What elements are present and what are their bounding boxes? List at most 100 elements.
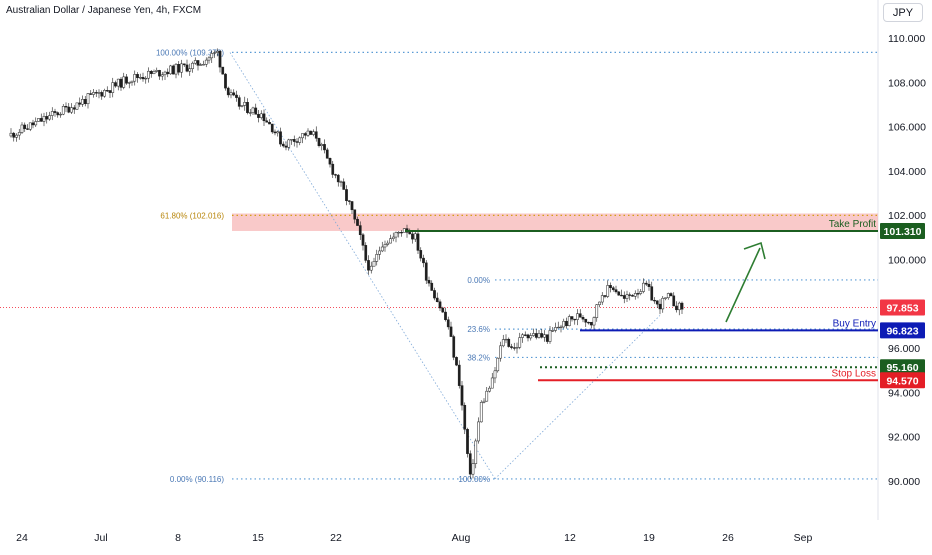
candle-body <box>218 50 222 68</box>
candle-body <box>28 122 32 130</box>
candle-body <box>345 189 348 201</box>
candle-body <box>182 63 186 66</box>
candle-body <box>559 326 563 329</box>
candle-body <box>45 116 49 120</box>
candle-body <box>680 302 684 310</box>
candle-body <box>97 92 101 94</box>
candle-body <box>653 299 656 302</box>
candle-body <box>529 335 533 339</box>
candle-body <box>446 319 450 328</box>
candle-body <box>59 113 62 116</box>
candle-body <box>48 115 51 120</box>
candle-body <box>650 286 654 301</box>
candle-body <box>609 285 612 289</box>
candle-body <box>592 317 596 326</box>
candle-body <box>339 181 343 183</box>
x-tick-label: 15 <box>252 532 264 544</box>
candle-body <box>499 345 502 359</box>
candle-body <box>631 295 634 297</box>
candle-body <box>479 402 483 423</box>
candle-body <box>284 145 288 148</box>
candle-body <box>474 440 478 464</box>
candle-body <box>92 92 95 95</box>
candle-body <box>518 337 522 348</box>
candle-body <box>281 143 285 147</box>
candle-body <box>152 71 156 74</box>
candle-body <box>526 334 530 339</box>
candle-body <box>397 231 401 234</box>
candle-body <box>642 282 645 292</box>
candle-body <box>78 102 82 105</box>
candle-body <box>306 130 310 136</box>
candle-body <box>290 139 293 141</box>
x-tick-label: 12 <box>564 532 576 544</box>
candle-body <box>89 93 93 95</box>
candle-body <box>496 357 500 372</box>
candle-body <box>394 232 398 238</box>
candle-body <box>12 132 16 138</box>
y-tick-label: 90.000 <box>888 476 920 488</box>
candle-body <box>196 60 200 66</box>
candle-body <box>177 64 181 73</box>
candle-body <box>42 116 46 122</box>
candle-body <box>427 280 431 284</box>
candle-body <box>353 209 357 220</box>
candle-body <box>625 294 629 299</box>
candle-body <box>31 122 35 126</box>
candle-body <box>147 70 150 79</box>
candle-body <box>576 313 579 320</box>
candle-body <box>449 326 453 337</box>
candle-body <box>636 293 640 295</box>
candle-body <box>490 377 494 389</box>
candle-body <box>578 313 582 318</box>
fib-level-label: 100.00% (109.372) <box>156 48 224 57</box>
candle-body <box>452 336 456 358</box>
candle-body <box>675 305 678 311</box>
candle-body <box>435 297 439 303</box>
y-tick-label: 96.000 <box>888 343 920 355</box>
candle-body <box>672 295 676 307</box>
price-tag-box <box>880 372 925 389</box>
candle-body <box>367 260 370 271</box>
candle-body <box>185 64 189 72</box>
candle-body <box>457 364 461 386</box>
candle-body <box>468 453 472 475</box>
candle-body <box>441 307 445 313</box>
candle-body <box>37 118 40 122</box>
candle-body <box>573 318 577 321</box>
candle-body <box>111 82 115 93</box>
candle-body <box>149 70 153 74</box>
candle-body <box>380 246 384 252</box>
candle-body <box>336 174 340 183</box>
candle-body <box>488 387 491 392</box>
candle-body <box>411 233 414 240</box>
candle-body <box>180 63 183 73</box>
candle-body <box>246 102 249 113</box>
candle-body <box>279 131 282 145</box>
trade-level-name: Stop Loss <box>832 368 876 379</box>
candle-body <box>504 338 508 341</box>
y-tick-label: 94.000 <box>888 387 920 399</box>
candle-body <box>595 304 599 318</box>
candle-body <box>331 163 335 175</box>
candle-body <box>485 390 489 402</box>
candle-body <box>268 122 271 125</box>
candle-body <box>207 57 211 61</box>
currency-selector[interactable]: JPY <box>883 3 923 22</box>
price-tag-label: 94.570 <box>886 375 918 387</box>
candle-body <box>438 301 442 309</box>
candle-body <box>298 137 302 143</box>
candle-body <box>444 311 447 321</box>
candle-body <box>108 90 112 93</box>
y-tick-label: 92.000 <box>888 432 920 444</box>
candle-body <box>320 144 324 146</box>
candle-body <box>644 282 648 285</box>
candle-body <box>328 158 332 165</box>
candle-body <box>647 283 651 287</box>
candle-body <box>39 118 43 122</box>
candle-body <box>501 339 505 347</box>
candle-body <box>83 99 87 105</box>
candle-body <box>325 149 329 159</box>
